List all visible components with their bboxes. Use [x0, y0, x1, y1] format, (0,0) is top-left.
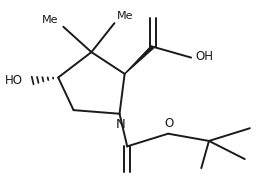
Text: N: N — [116, 118, 126, 131]
Text: OH: OH — [195, 50, 213, 63]
Text: O: O — [165, 117, 174, 130]
Polygon shape — [125, 46, 154, 74]
Text: Me: Me — [117, 11, 134, 21]
Text: HO: HO — [4, 74, 22, 87]
Text: Me: Me — [42, 15, 58, 25]
